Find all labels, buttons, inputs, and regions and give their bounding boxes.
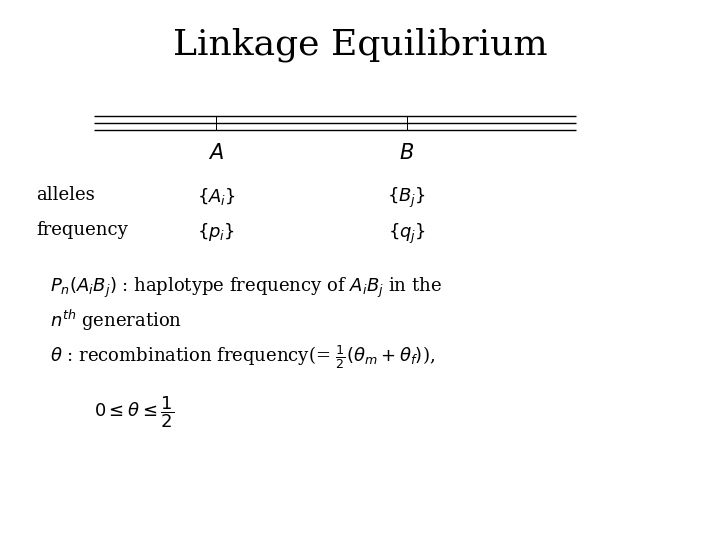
Text: $0\leq\theta\leq\dfrac{1}{2}$: $0\leq\theta\leq\dfrac{1}{2}$: [94, 394, 174, 430]
Text: alleles: alleles: [36, 186, 95, 204]
Text: Linkage Equilibrium: Linkage Equilibrium: [173, 27, 547, 62]
Text: $\{A_i\}$: $\{A_i\}$: [197, 186, 235, 207]
Text: $n^{th}$ generation: $n^{th}$ generation: [50, 308, 183, 333]
Text: frequency: frequency: [36, 221, 127, 239]
Text: $A$: $A$: [208, 143, 224, 163]
Text: $P_n(A_iB_j)$ : haplotype frequency of $A_iB_j$ in the: $P_n(A_iB_j)$ : haplotype frequency of $…: [50, 275, 442, 300]
Text: $\{B_j\}$: $\{B_j\}$: [387, 186, 426, 211]
Text: $\{q_j\}$: $\{q_j\}$: [388, 221, 426, 246]
Text: $\theta$ : recombination frequency(= $\frac{1}{2}(\theta_m+\theta_f)$),: $\theta$ : recombination frequency(= $\f…: [50, 343, 436, 371]
Text: $\{p_i\}$: $\{p_i\}$: [197, 221, 235, 244]
Text: $B$: $B$: [400, 143, 414, 163]
